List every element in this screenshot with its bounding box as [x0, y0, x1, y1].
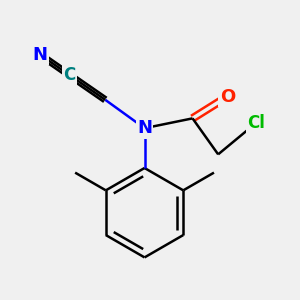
Text: O: O — [220, 88, 235, 106]
Text: Cl: Cl — [248, 114, 265, 132]
Text: N: N — [32, 46, 47, 64]
Text: N: N — [137, 119, 152, 137]
Text: C: C — [63, 66, 75, 84]
